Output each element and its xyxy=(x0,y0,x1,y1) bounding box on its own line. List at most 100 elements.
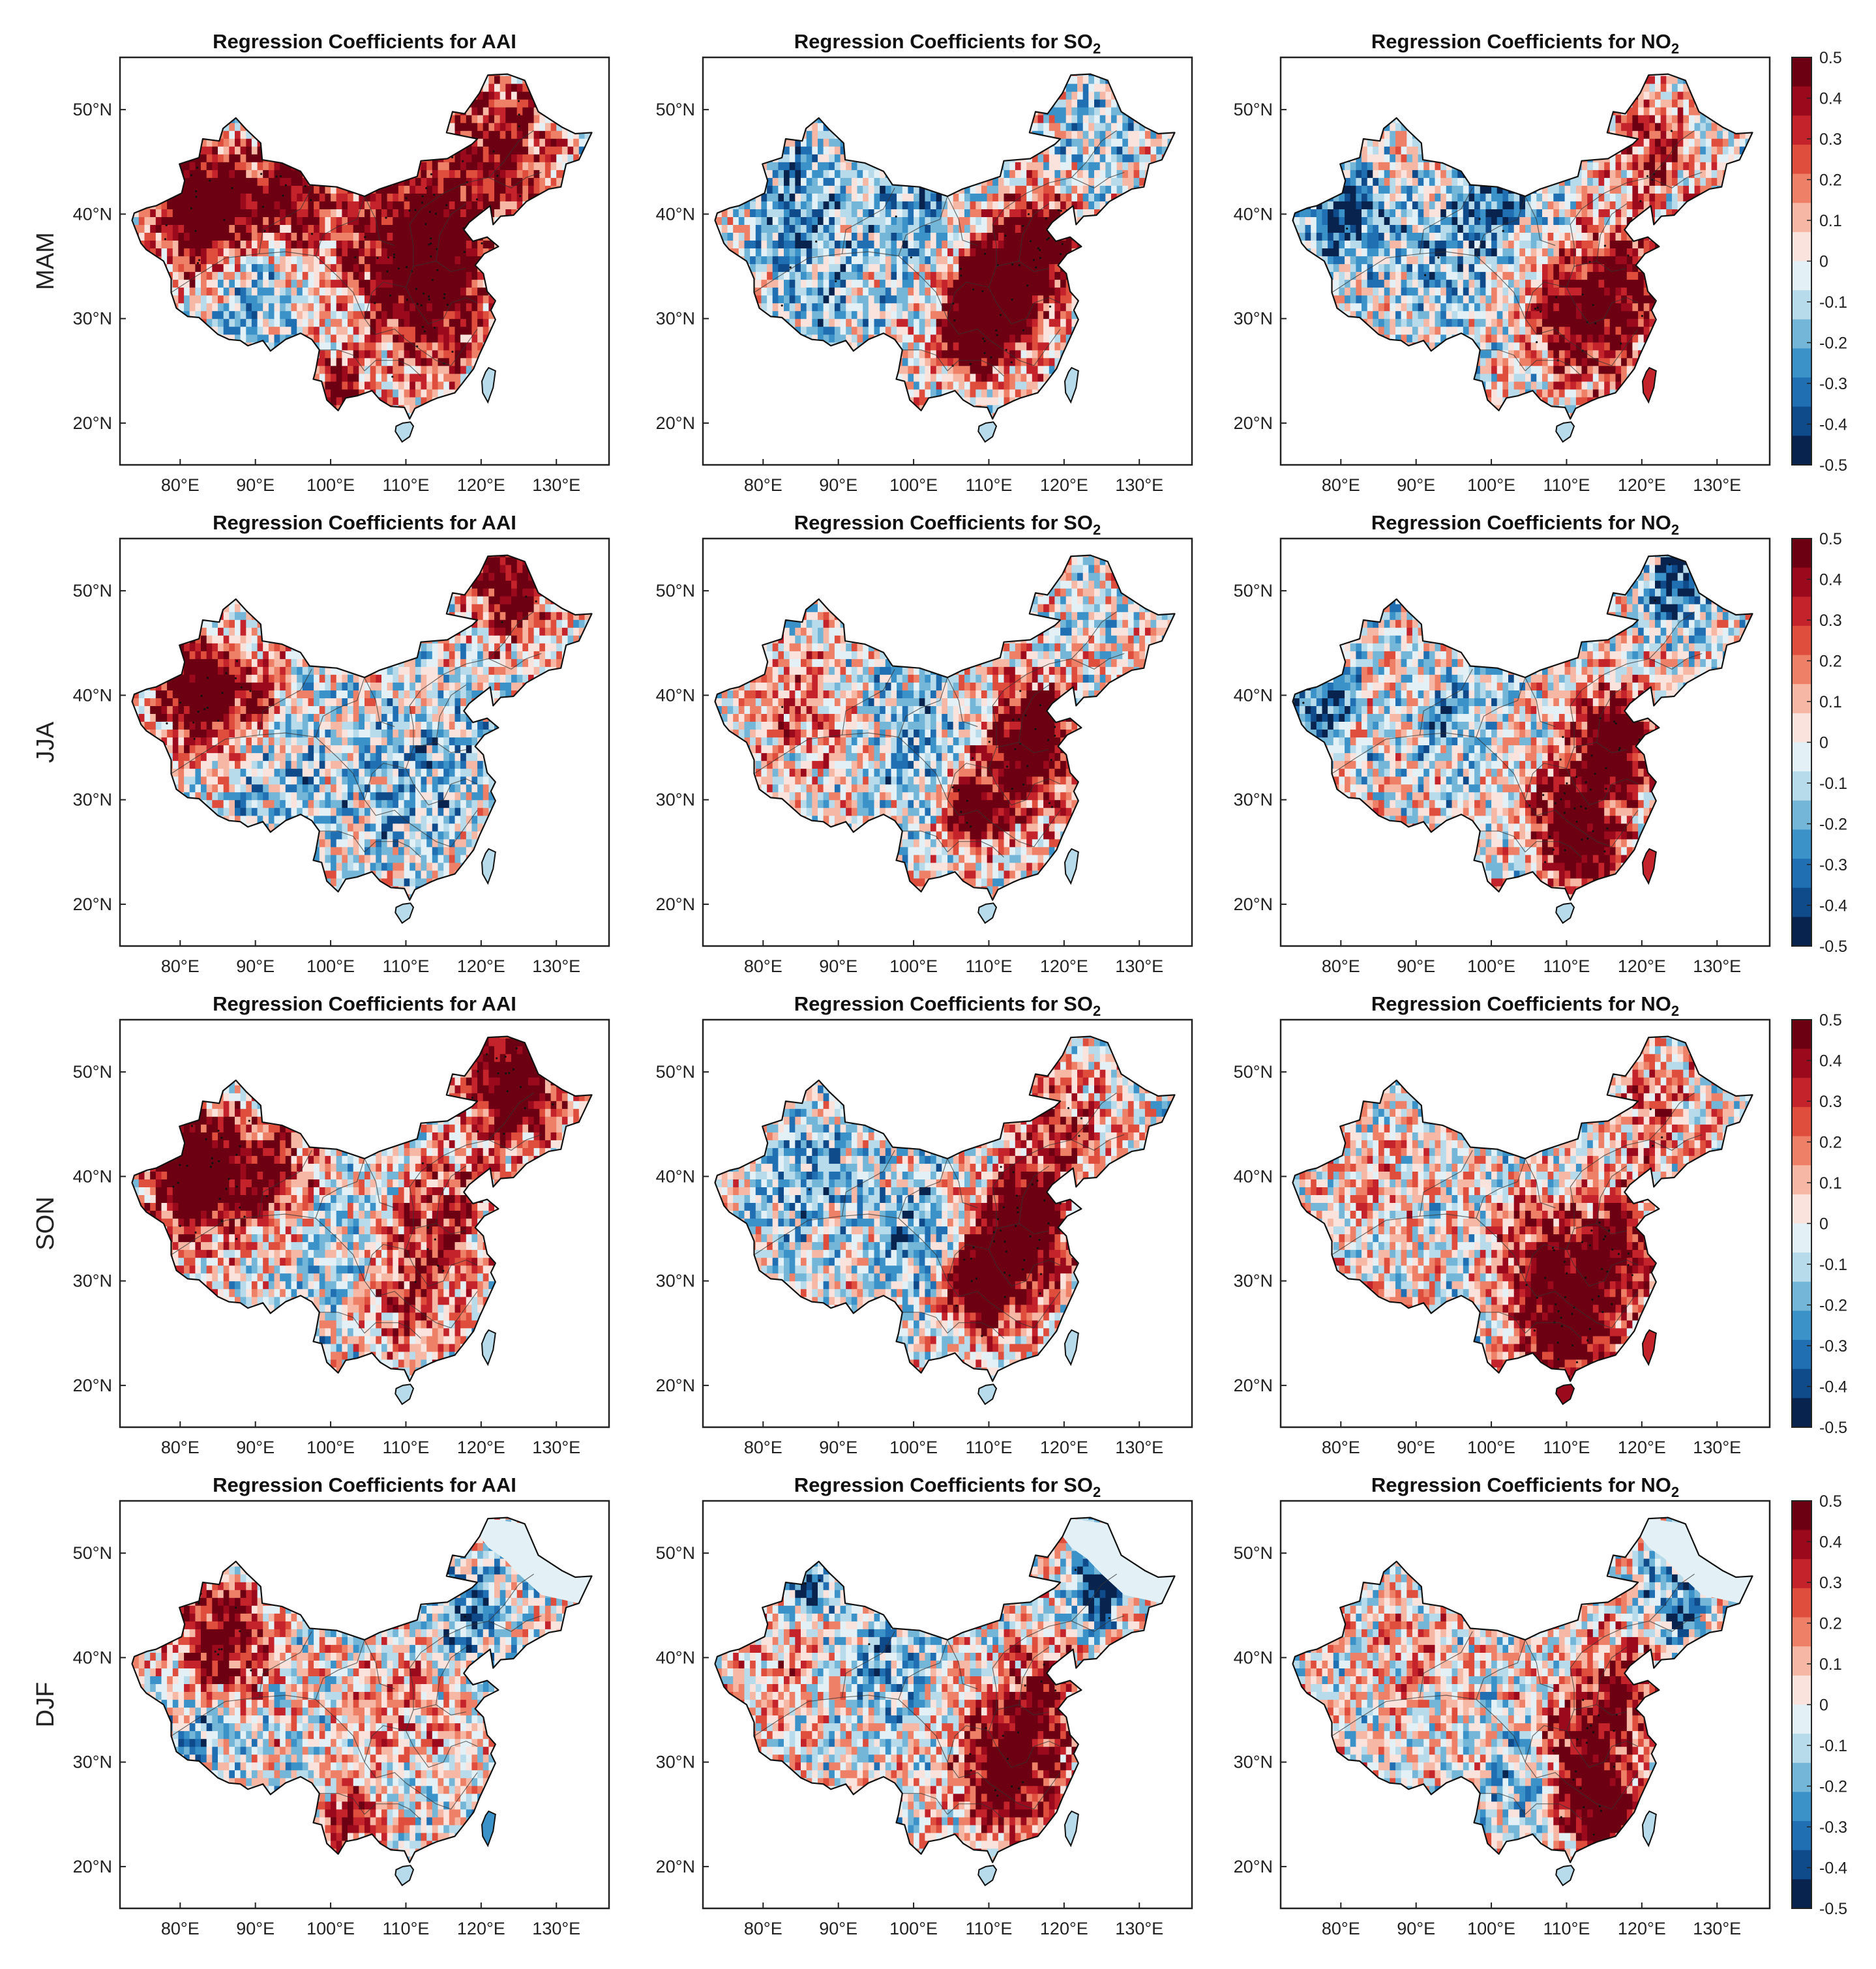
heatmap-cell xyxy=(1009,381,1016,390)
heatmap-cell xyxy=(359,349,365,359)
heatmap-cell xyxy=(494,170,501,178)
heatmap-cell xyxy=(353,248,359,257)
heatmap-cell xyxy=(184,232,190,241)
heatmap-cell xyxy=(251,326,258,335)
x-tick-label: 90°E xyxy=(236,475,275,495)
heatmap-cell xyxy=(381,256,388,265)
heatmap-cell xyxy=(235,318,241,327)
significance-dot xyxy=(421,201,424,204)
heatmap-cell xyxy=(246,209,252,217)
heatmap-cell xyxy=(421,342,427,351)
heatmap-cell xyxy=(499,209,506,217)
significance-dot xyxy=(397,267,400,270)
heatmap-cell xyxy=(460,162,467,170)
heatmap-cell xyxy=(438,342,444,351)
heatmap-cell xyxy=(404,271,410,280)
heatmap-cell xyxy=(556,154,563,162)
significance-dot xyxy=(463,250,466,253)
heatmap-cell xyxy=(404,248,410,257)
heatmap-cell xyxy=(336,342,342,351)
heatmap-cell xyxy=(409,381,416,390)
heatmap-cell xyxy=(184,295,190,304)
heatmap-cell xyxy=(415,248,422,257)
heatmap-cell xyxy=(404,381,410,390)
heatmap-cell xyxy=(325,216,331,225)
heatmap-cell xyxy=(285,193,292,201)
heatmap-cell xyxy=(409,310,416,319)
heatmap-cell xyxy=(483,310,489,319)
heatmap-cell xyxy=(280,209,286,217)
heatmap-cell xyxy=(229,287,235,296)
heatmap-cell xyxy=(471,170,478,178)
significance-dot xyxy=(518,113,520,116)
heatmap-cell xyxy=(556,146,563,155)
heatmap-cell xyxy=(415,185,422,194)
heatmap-cell xyxy=(471,326,478,335)
heatmap-cell xyxy=(229,318,235,327)
heatmap-cell xyxy=(393,224,399,233)
heatmap-cell xyxy=(314,326,320,335)
heatmap-cell xyxy=(212,248,218,257)
heatmap-cell xyxy=(908,381,914,390)
heatmap-cell xyxy=(454,326,461,335)
heatmap-cell xyxy=(443,224,450,233)
heatmap-cell xyxy=(336,193,342,201)
heatmap-cell xyxy=(415,326,422,335)
heatmap-cell xyxy=(438,177,444,186)
heatmap-cell xyxy=(460,279,467,288)
heatmap-cell xyxy=(449,193,456,201)
heatmap-cell xyxy=(409,404,416,413)
heatmap-cell xyxy=(454,162,461,170)
heatmap-cell xyxy=(992,396,999,406)
heatmap-cell xyxy=(325,357,331,366)
heatmap-cell xyxy=(471,240,478,248)
heatmap-cell xyxy=(251,318,258,327)
heatmap-cell xyxy=(150,209,156,217)
heatmap-cell xyxy=(184,162,190,170)
heatmap-cell xyxy=(325,303,331,312)
heatmap-cell xyxy=(314,209,320,217)
heatmap-cell xyxy=(331,193,337,201)
heatmap-cell xyxy=(184,201,190,209)
heatmap-cell xyxy=(223,185,230,194)
heatmap-cell xyxy=(348,365,354,374)
heatmap-cell xyxy=(178,232,185,241)
heatmap-cell xyxy=(370,318,376,327)
heatmap-cell xyxy=(376,256,382,265)
heatmap-cell xyxy=(308,295,314,304)
heatmap-cell xyxy=(460,295,467,304)
heatmap-cell xyxy=(370,334,376,343)
heatmap-cell xyxy=(387,256,393,265)
heatmap-cell xyxy=(387,342,393,351)
heatmap-cell xyxy=(331,349,337,359)
heatmap-cell xyxy=(155,248,162,257)
heatmap-cell xyxy=(229,303,235,312)
heatmap-cell xyxy=(499,99,506,108)
heatmap-cell xyxy=(556,162,563,170)
heatmap-cell xyxy=(314,279,320,288)
heatmap-cell xyxy=(1037,373,1044,382)
heatmap-cell xyxy=(421,365,427,374)
heatmap-cell xyxy=(449,287,456,296)
heatmap-cell xyxy=(516,154,523,162)
heatmap-cell xyxy=(970,389,976,398)
heatmap-cell xyxy=(454,201,461,209)
heatmap-cell xyxy=(471,318,478,327)
taiwan-outline xyxy=(481,366,496,404)
heatmap-cell xyxy=(319,263,326,273)
heatmap-cell xyxy=(246,256,252,265)
heatmap-cell xyxy=(331,216,337,225)
heatmap-cell xyxy=(415,256,422,265)
heatmap-cell xyxy=(488,146,495,155)
heatmap-cell xyxy=(516,201,523,209)
heatmap-cell xyxy=(206,154,213,162)
heatmap-cell xyxy=(516,162,523,170)
heatmap-cell xyxy=(398,216,405,225)
heatmap-cell xyxy=(393,209,399,217)
heatmap-cell xyxy=(539,138,546,147)
heatmap-cell xyxy=(246,146,252,155)
heatmap-cell xyxy=(466,162,473,170)
heatmap-cell xyxy=(195,177,201,186)
heatmap-cell xyxy=(212,271,218,280)
heatmap-cell xyxy=(539,162,546,170)
